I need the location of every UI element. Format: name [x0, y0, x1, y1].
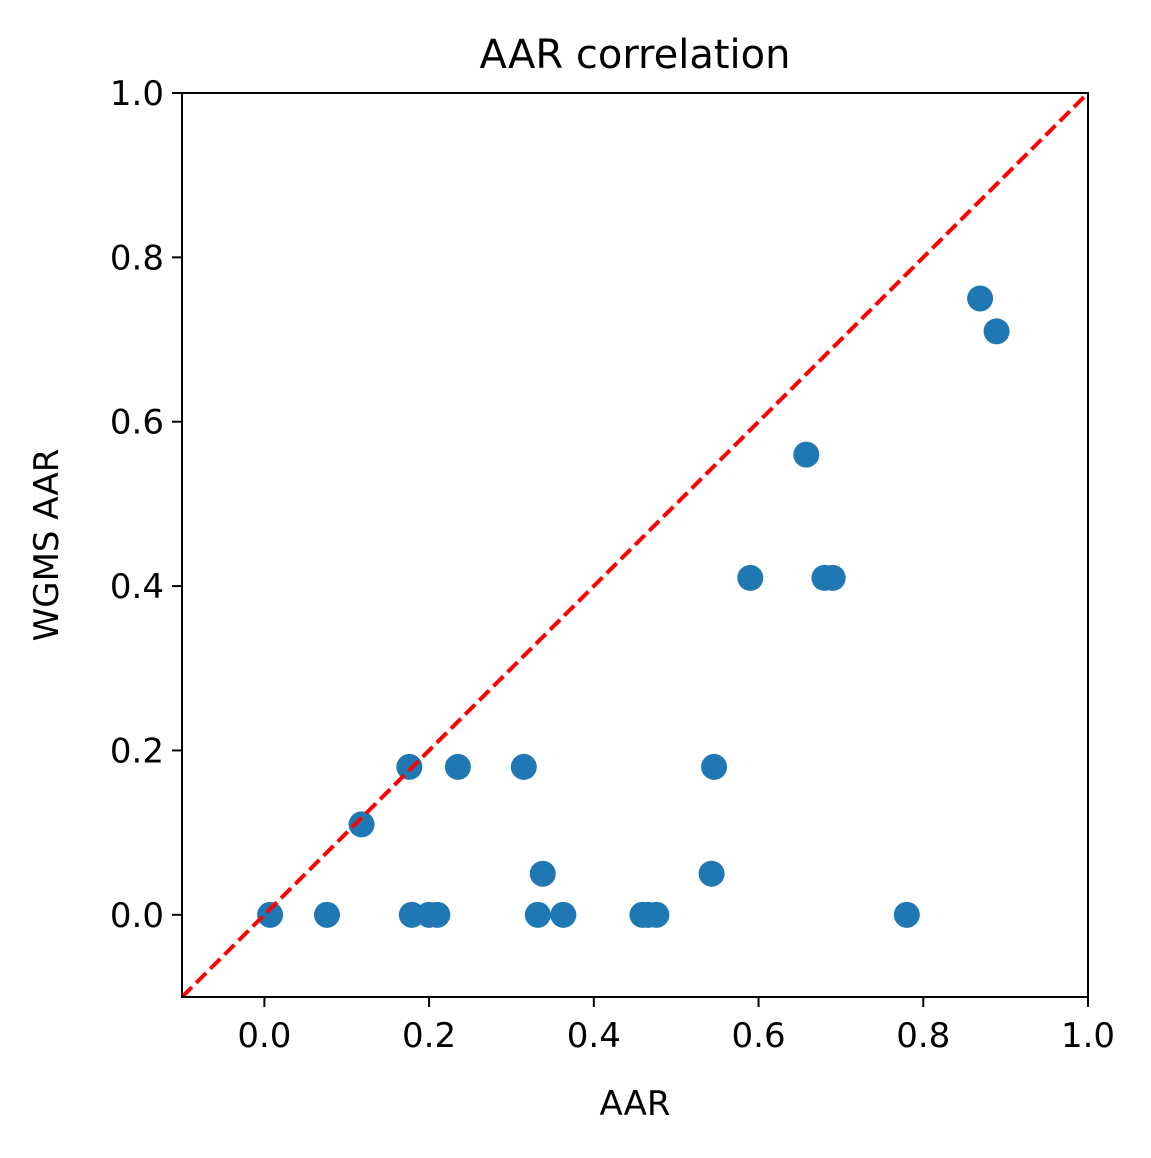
data-point	[396, 753, 423, 780]
data-point	[737, 564, 764, 591]
data-point	[524, 901, 551, 928]
data-point	[893, 901, 920, 928]
data-point	[348, 811, 375, 838]
y-tick-label: 0.2	[110, 731, 164, 771]
x-tick-label: 0.6	[732, 1016, 786, 1056]
data-point	[444, 753, 471, 780]
x-tick-label: 0.0	[237, 1016, 291, 1056]
x-tick-label: 0.2	[402, 1016, 456, 1056]
y-tick-label: 0.8	[110, 238, 164, 278]
y-axis-label: WGMS AAR	[27, 449, 67, 642]
data-point	[550, 901, 577, 928]
data-point	[819, 564, 846, 591]
x-tick-label: 0.8	[896, 1016, 950, 1056]
x-axis-label: AAR	[599, 1084, 670, 1124]
plot-area: 0.0 0.2 0.4 0.6 0.8 1.0 0.0 0.2 0.4 0.6 0.8 1.0	[110, 74, 1115, 1056]
y-tick-label: 1.0	[110, 74, 164, 114]
x-tick-label: 1.0	[1061, 1016, 1115, 1056]
data-point	[424, 901, 451, 928]
identity-reference-line	[182, 93, 1088, 997]
data-point	[257, 901, 284, 928]
y-tick-label: 0.6	[110, 403, 164, 443]
x-tick-label: 0.4	[567, 1016, 621, 1056]
data-point	[983, 318, 1010, 345]
data-point	[967, 285, 994, 312]
data-point	[510, 753, 537, 780]
data-point	[313, 901, 340, 928]
data-point	[698, 860, 725, 887]
data-point	[529, 860, 556, 887]
y-tick-label: 0.0	[110, 896, 164, 936]
points-group	[257, 285, 1010, 928]
data-point	[793, 441, 820, 468]
data-point	[643, 901, 670, 928]
y-tick-label: 0.4	[110, 567, 164, 607]
plot-frame	[181, 92, 1089, 998]
chart-title: AAR correlation	[480, 32, 791, 78]
data-point	[701, 753, 728, 780]
